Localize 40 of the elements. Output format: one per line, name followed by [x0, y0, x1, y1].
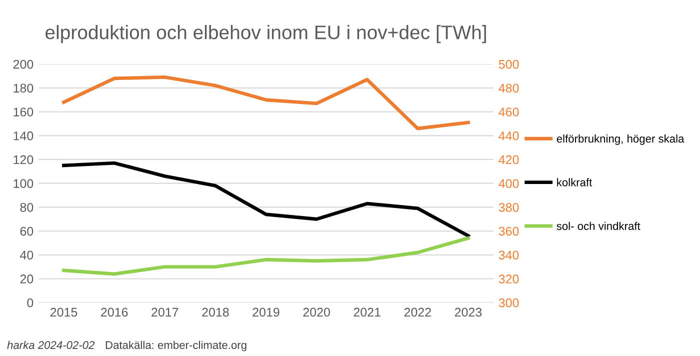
- x-tick-label: 2023: [454, 308, 482, 317]
- y-tick-label: 120: [14, 155, 34, 164]
- text: Datakälla: ember-climate.org: [106, 340, 246, 352]
- y-tick-label: 100: [14, 179, 34, 188]
- y-tick-label: 200: [13, 60, 34, 69]
- y2-tick-label: 320: [498, 274, 519, 284]
- y-tick-label: 40: [20, 250, 34, 260]
- x-tick-label: 2018: [202, 308, 229, 317]
- legend-label: elförbrukning, höger skala: [556, 134, 684, 145]
- x-tick-label: 2022: [404, 308, 431, 317]
- y2-tick-label: 400: [498, 179, 519, 188]
- x-tick-label: 2016: [101, 308, 128, 317]
- y-tick-label: 80: [20, 202, 34, 212]
- line-series: [62, 236, 470, 276]
- y-tick-label: 140: [14, 131, 34, 140]
- line-series: [62, 75, 470, 130]
- y-tick-label: 60: [20, 226, 34, 236]
- x-tick-label: 2015: [50, 308, 78, 317]
- y2-tick-label: 340: [498, 250, 519, 260]
- y2-tick-label: 500: [498, 60, 519, 69]
- y2-tick-label: 420: [498, 155, 519, 164]
- y2-tick-label: 440: [498, 131, 519, 140]
- y2-tick-label: 360: [498, 226, 519, 236]
- y-tick-label: 0: [27, 298, 34, 308]
- y-tick-label: 180: [14, 84, 34, 93]
- y2-tick-label: 380: [498, 202, 519, 212]
- y2-tick-label: 300: [498, 298, 519, 308]
- y-tick-label: 160: [14, 108, 34, 116]
- text: harka 2024-02-02: [7, 340, 95, 349]
- x-tick-label: 2021: [354, 308, 380, 317]
- chart-title: elproduktion och elbehov inom EU i nov+dec [TWh]: [46, 24, 486, 44]
- legend-label: sol- och vindkraft: [556, 222, 640, 230]
- y-tick-label: 20: [20, 274, 34, 284]
- x-tick-label: 2020: [303, 308, 330, 317]
- y2-tick-label: 460: [498, 108, 519, 116]
- x-tick-label: 2019: [252, 308, 280, 317]
- y2-tick-label: 480: [498, 84, 519, 93]
- x-tick-label: 2017: [152, 308, 178, 317]
- line-series: [62, 161, 470, 238]
- legend-label: kolkraft: [557, 178, 592, 186]
